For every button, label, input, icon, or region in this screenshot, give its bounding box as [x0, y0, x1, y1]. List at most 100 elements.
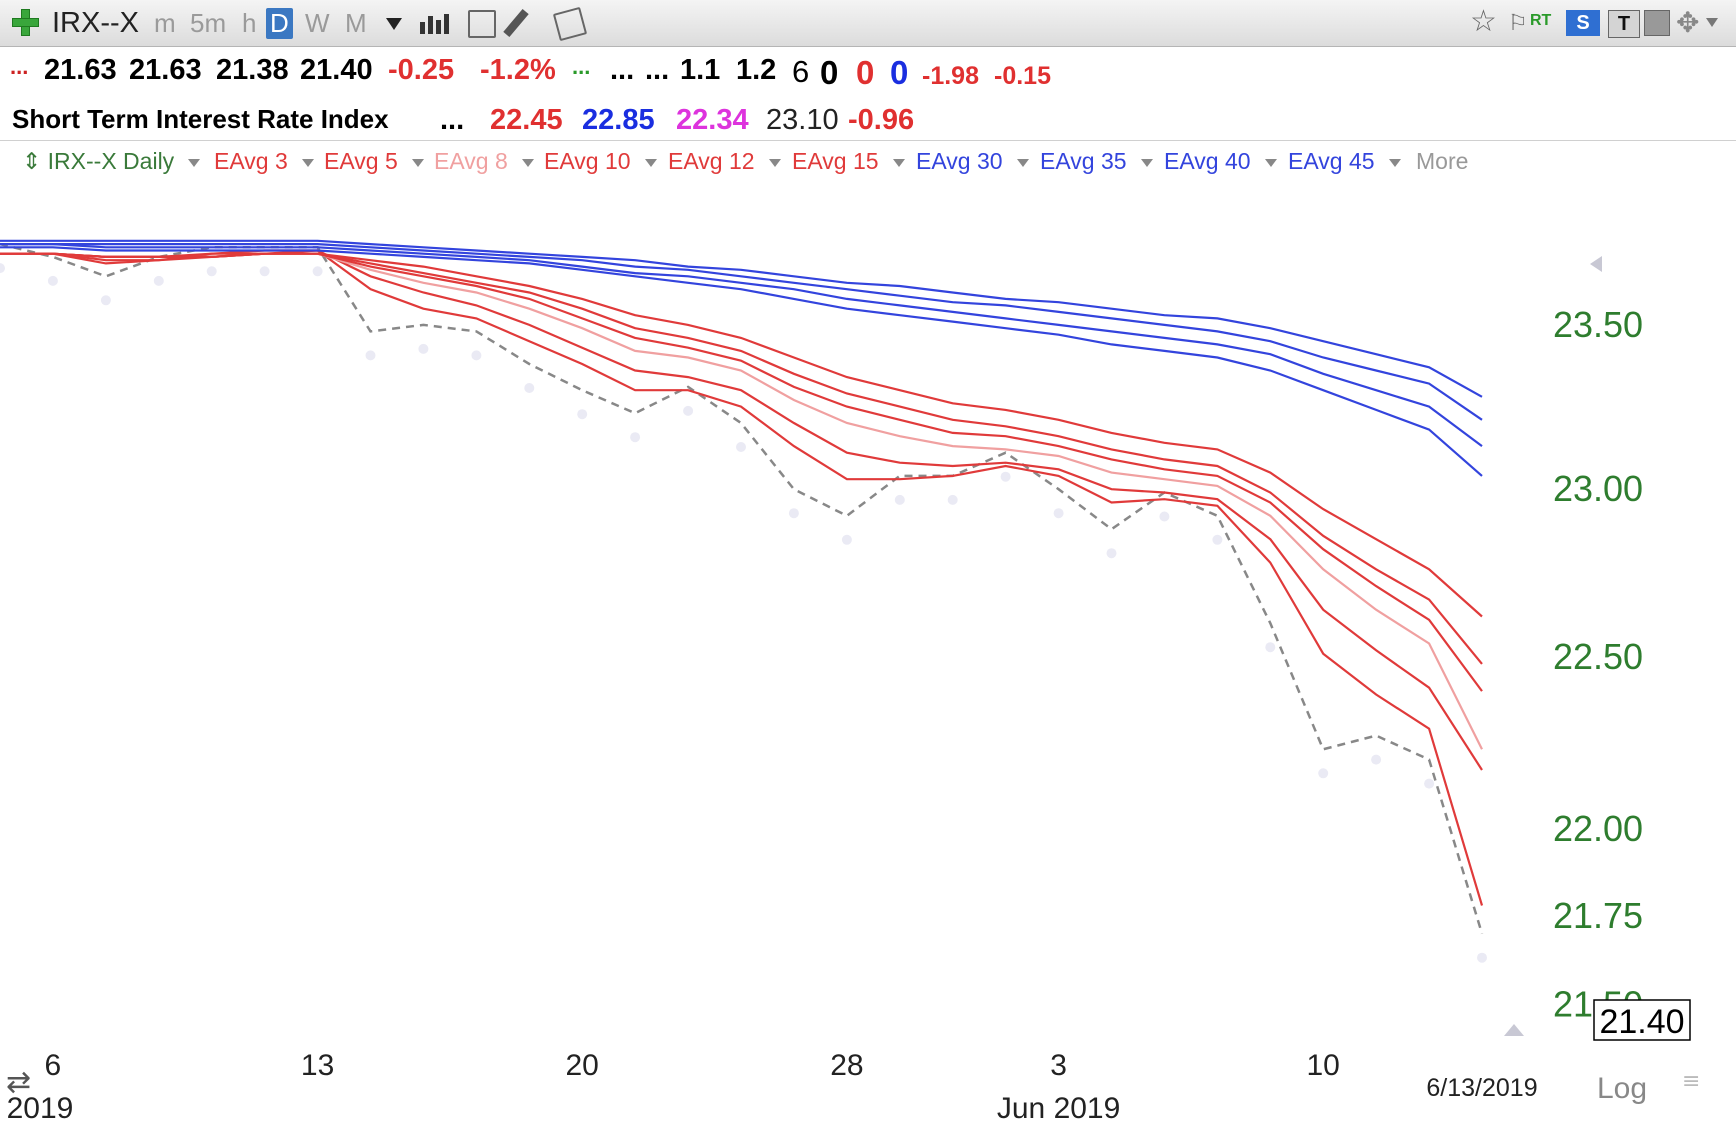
- y-tick-label: 23.50: [1553, 304, 1643, 345]
- legend-item[interactable]: EAvg 15: [792, 148, 905, 175]
- x-tick-label: 3: [1050, 1049, 1067, 1082]
- legend-item[interactable]: EAvg 30: [916, 148, 1029, 175]
- price-point: [1212, 534, 1223, 545]
- chart-style-icon[interactable]: [420, 14, 450, 34]
- chevron-down-icon[interactable]: [1264, 158, 1277, 167]
- timeframe-5min[interactable]: 5m: [190, 8, 227, 38]
- legend-label: EAvg 12: [668, 148, 755, 174]
- legend-item[interactable]: EAvg 40: [1164, 148, 1277, 175]
- t-icon[interactable]: T: [1608, 10, 1640, 38]
- legend-item[interactable]: EAvg 35: [1040, 148, 1153, 175]
- quote-value: 0: [890, 54, 909, 91]
- price-point: [47, 275, 58, 286]
- quote-value: -0.25: [388, 54, 455, 86]
- price-point: [0, 263, 5, 274]
- toolbar-dropdown-icon[interactable]: [1706, 18, 1718, 27]
- chevron-down-icon[interactable]: [768, 158, 781, 167]
- y-tick-label: 22.00: [1553, 808, 1643, 849]
- legend-label: EAvg 15: [792, 148, 879, 174]
- chevron-down-icon[interactable]: [1140, 158, 1153, 167]
- quote-value: 0: [856, 54, 875, 91]
- x-tick-label: 13: [301, 1049, 334, 1082]
- series-line: [0, 252, 1483, 750]
- legend-item[interactable]: EAvg 45: [1288, 148, 1401, 175]
- chevron-down-icon[interactable]: [411, 158, 424, 167]
- legend-label: EAvg 8: [434, 148, 508, 174]
- timeframe-monthly[interactable]: M: [345, 8, 367, 38]
- chevron-down-icon[interactable]: [301, 158, 314, 167]
- price-point: [365, 350, 376, 361]
- price-point: [1265, 642, 1276, 653]
- legend-item[interactable]: EAvg 5: [324, 148, 424, 175]
- timeframe-hour[interactable]: h: [242, 8, 257, 38]
- price-marker-icon: [1504, 1024, 1524, 1036]
- axis-menu-icon[interactable]: ≡: [1682, 1069, 1700, 1094]
- legend-more-button[interactable]: More: [1416, 148, 1469, 174]
- price-point: [471, 350, 482, 361]
- series-line: [0, 243, 1483, 447]
- move-icon[interactable]: ✥: [1676, 7, 1700, 38]
- price-point: [683, 405, 694, 416]
- legend-item[interactable]: EAvg 8: [434, 148, 534, 175]
- price-point: [1424, 778, 1435, 789]
- price-point: [577, 409, 588, 420]
- price-point: [312, 266, 323, 277]
- star-icon[interactable]: ☆: [1470, 5, 1497, 38]
- last-price-label: 21.40: [1599, 1003, 1684, 1041]
- x-month-label: 2019: [7, 1092, 74, 1125]
- x-month-label: Jun 2019: [997, 1092, 1120, 1125]
- s-icon[interactable]: S: [1566, 10, 1600, 36]
- chevron-down-icon[interactable]: [1388, 158, 1401, 167]
- price-point: [736, 442, 746, 452]
- x-tick-label: 20: [566, 1049, 599, 1082]
- x-tick-label: 10: [1307, 1049, 1340, 1082]
- symbol-label[interactable]: IRX--X: [52, 7, 139, 39]
- chevron-down-icon[interactable]: [188, 158, 201, 167]
- price-point: [1000, 471, 1011, 482]
- legend-item[interactable]: EAvg 3: [214, 148, 314, 175]
- chevron-down-icon[interactable]: [644, 158, 657, 167]
- series-line: [0, 249, 1484, 906]
- quote-value: 6: [792, 54, 810, 89]
- price-point: [630, 432, 641, 443]
- series-line: [0, 252, 1483, 618]
- scroll-marker-icon[interactable]: [1590, 256, 1602, 272]
- quote-value: 1.1: [680, 54, 721, 86]
- timeframe-weekly[interactable]: W: [305, 8, 330, 38]
- chevron-down-icon[interactable]: [892, 158, 905, 167]
- price-point: [894, 494, 905, 505]
- chevron-down-icon[interactable]: [1016, 158, 1029, 167]
- quote-value: 22.85: [582, 104, 655, 136]
- index-name: Short Term Interest Rate Index: [12, 104, 389, 134]
- timeframe-minute[interactable]: m: [154, 8, 176, 38]
- quote-value: 21.40: [300, 54, 373, 86]
- add-symbol-icon[interactable]: [12, 9, 39, 36]
- price-point: [524, 383, 535, 393]
- timeframe-dropdown-icon[interactable]: [386, 18, 402, 30]
- legend-item[interactable]: EAvg 12: [668, 148, 781, 175]
- save-icon[interactable]: [1644, 10, 1670, 36]
- price-point: [841, 534, 852, 545]
- indicators-icon[interactable]: [468, 10, 496, 38]
- price-point: [206, 266, 217, 277]
- series-line: [0, 242, 1484, 935]
- flag-icon[interactable]: ⚐: [1508, 10, 1528, 35]
- legend-label: ⇕ IRX--X Daily: [22, 148, 175, 174]
- legend-label: EAvg 3: [214, 148, 288, 174]
- quote-value: 21.38: [216, 54, 289, 86]
- quote-value: 0: [820, 54, 839, 91]
- price-point: [1106, 548, 1117, 559]
- timeframe-daily[interactable]: D: [266, 8, 293, 39]
- quote-value: 21.63: [44, 54, 117, 86]
- quote-value: ...: [610, 54, 635, 86]
- rt-icon[interactable]: RT: [1530, 12, 1552, 29]
- refresh-icon[interactable]: ⇄: [6, 1065, 31, 1100]
- legend-item[interactable]: EAvg 10: [544, 148, 657, 175]
- legend-item[interactable]: ⇕ IRX--X Daily: [22, 148, 201, 175]
- legend-label: EAvg 45: [1288, 148, 1375, 174]
- price-point: [1159, 511, 1170, 522]
- chevron-down-icon[interactable]: [521, 158, 534, 167]
- last-price-box: [1593, 999, 1691, 1041]
- log-scale-toggle[interactable]: Log: [1597, 1072, 1647, 1105]
